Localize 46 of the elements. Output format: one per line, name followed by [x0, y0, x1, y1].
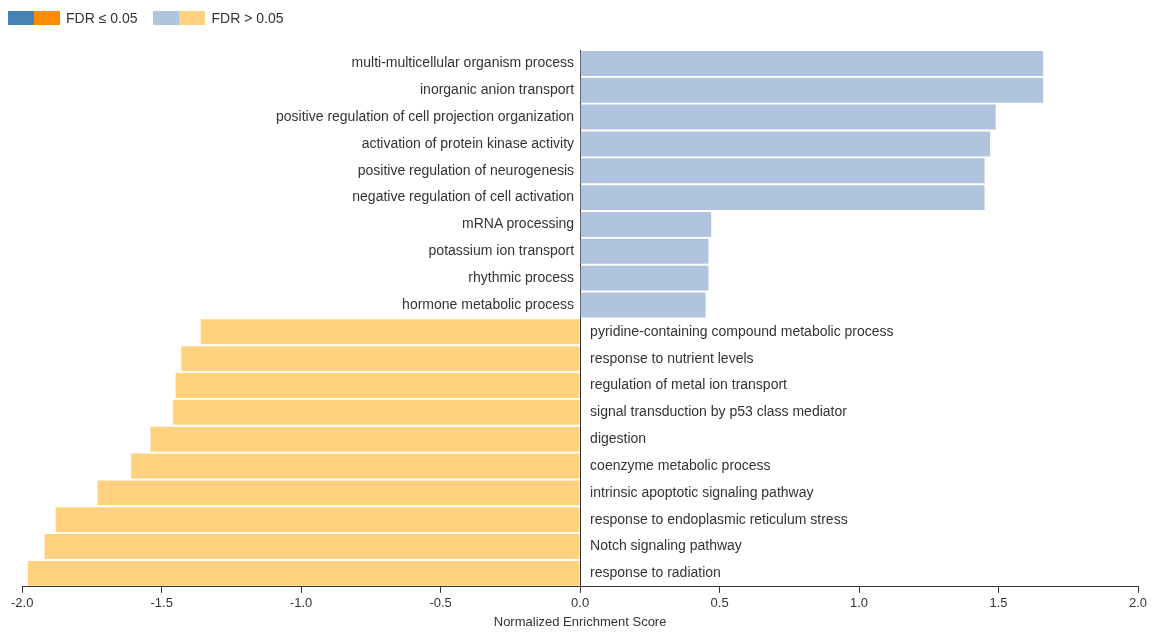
- y-tick-label: activation of protein kinase activity: [361, 134, 575, 151]
- x-tick-label: -1.5: [150, 595, 173, 611]
- y-tick-label: digestion: [590, 430, 647, 447]
- x-axis-title: Normalized Enrichment Score: [493, 613, 667, 629]
- bar: [580, 238, 709, 264]
- y-tick-label: positive regulation of neurogenesis: [357, 161, 575, 178]
- y-tick-label: response to nutrient levels: [590, 349, 754, 366]
- bar: [181, 346, 580, 372]
- y-tick-label: negative regulation of cell activation: [352, 188, 575, 205]
- x-tick-label: -2.0: [11, 595, 34, 611]
- bar: [175, 373, 580, 398]
- y-tick-label: Notch signaling pathway: [590, 537, 742, 554]
- bar: [580, 77, 1044, 103]
- y-tick-label: positive regulation of cell projection organization: [276, 107, 575, 124]
- bar: [200, 319, 580, 345]
- x-tick-label: 2.0: [1128, 595, 1148, 611]
- y-tick-label: response to radiation: [590, 564, 721, 581]
- y-tick-label: hormone metabolic process: [402, 295, 575, 312]
- legend-label: FDR ≤ 0.05: [66, 10, 138, 26]
- y-tick-label: mRNA processing: [462, 215, 575, 232]
- bar: [580, 211, 712, 237]
- y-tick-label: inorganic anion transport: [419, 81, 575, 98]
- x-tick-label: 0.5: [710, 595, 729, 611]
- bar: [27, 560, 580, 586]
- legend-label: FDR > 0.05: [211, 10, 284, 26]
- bar: [150, 426, 580, 452]
- y-tick-label: potassium ion transport: [428, 242, 575, 259]
- x-tick-label: -1.0: [289, 595, 313, 611]
- y-tick-label: pyridine-containing compound metabolic process: [590, 322, 894, 339]
- bar: [580, 158, 985, 184]
- y-tick-label: regulation of metal ion transport: [590, 376, 788, 393]
- bar: [55, 507, 580, 533]
- y-tick-label: response to endoplasmic reticulum stress: [590, 510, 848, 527]
- bar: [580, 185, 985, 211]
- y-tick-label: multi-multicellular organism process: [351, 54, 575, 71]
- bar: [580, 50, 1044, 76]
- bar: [172, 399, 580, 425]
- bar: [44, 534, 580, 560]
- y-tick-label: signal transduction by p53 class mediator: [590, 403, 848, 420]
- y-tick-label: coenzyme metabolic process: [590, 456, 771, 473]
- x-tick-label: 0.0: [571, 595, 590, 611]
- y-tick-label: rhythmic process: [468, 269, 575, 285]
- x-tick-label: -0.5: [429, 595, 452, 611]
- x-tick-label: 1.0: [850, 595, 869, 611]
- x-tick-label: 1.5: [989, 595, 1008, 611]
- y-tick-label: intrinsic apoptotic signaling pathway: [590, 483, 814, 500]
